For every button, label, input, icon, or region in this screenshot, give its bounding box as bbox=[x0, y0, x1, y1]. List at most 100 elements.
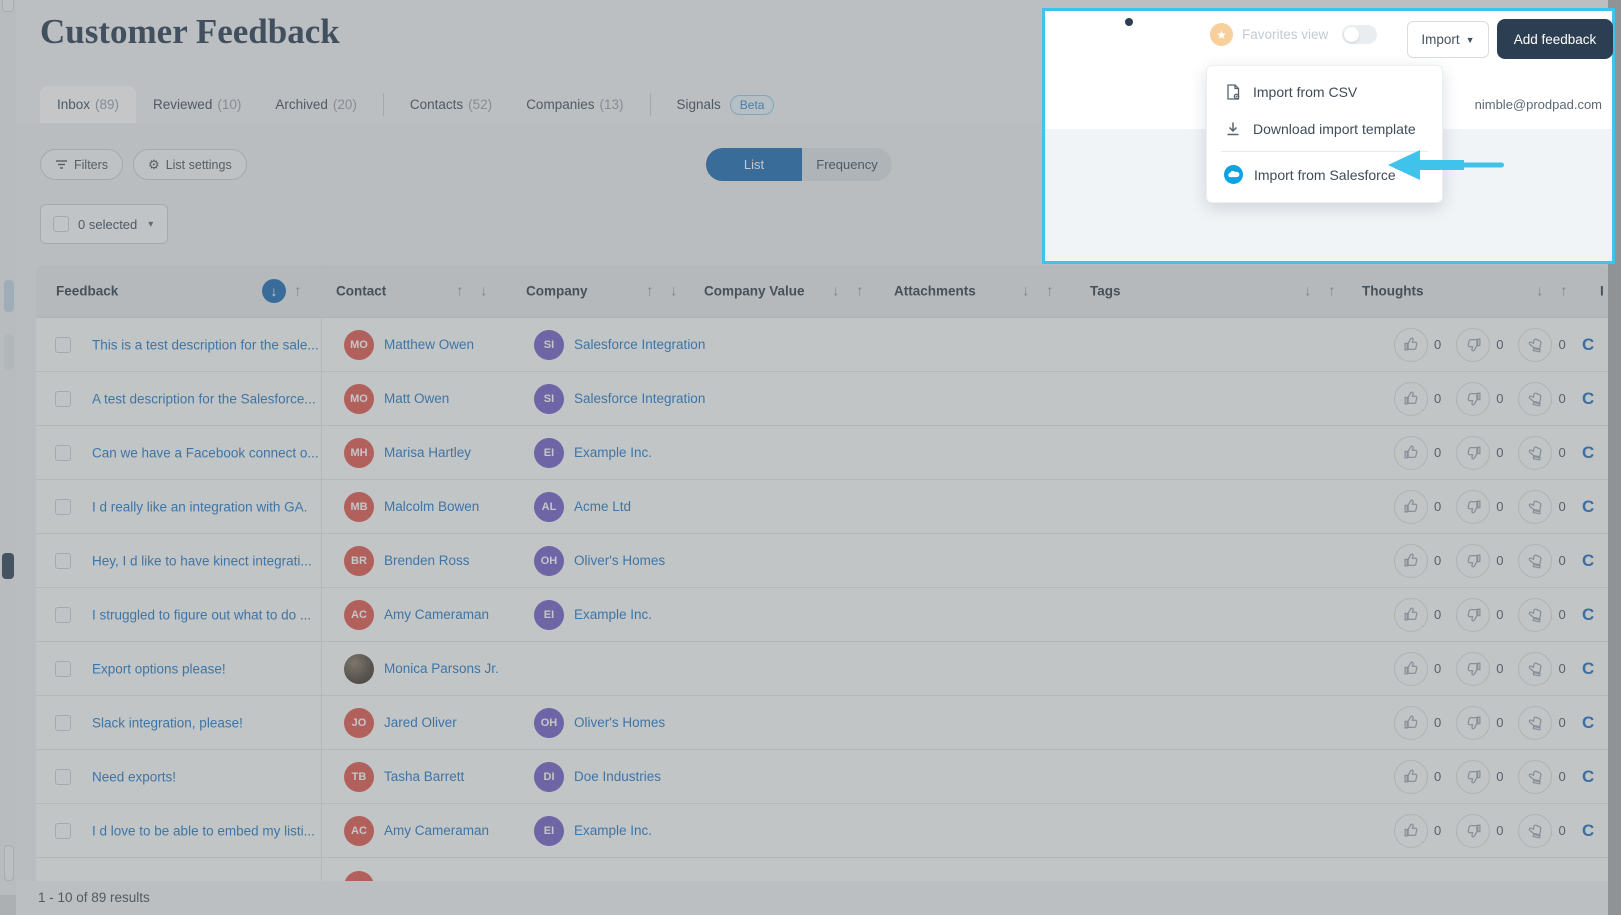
favorites-view-toggle[interactable] bbox=[1342, 25, 1378, 44]
sort-asc-icon[interactable]: ↑ bbox=[1328, 282, 1336, 300]
sort-desc-icon[interactable]: ↓ bbox=[670, 282, 678, 300]
tab-companies[interactable]: Companies (13) bbox=[526, 97, 624, 112]
tab-archived[interactable]: Archived (20) bbox=[275, 97, 357, 112]
menu-item-import-csv[interactable]: Import from CSV bbox=[1207, 73, 1442, 110]
sort-desc-icon[interactable]: ↓ bbox=[480, 282, 488, 300]
row-checkbox[interactable] bbox=[55, 336, 71, 353]
thumbs-down-icon[interactable] bbox=[1456, 597, 1491, 632]
feedback-link[interactable]: A test description for the Salesforce... bbox=[92, 391, 316, 406]
thumbs-up-icon[interactable] bbox=[1394, 489, 1428, 524]
thumbs-down-icon[interactable] bbox=[1456, 435, 1491, 470]
contact-link[interactable]: Brenden Ross bbox=[384, 553, 470, 568]
thumbs-down-icon[interactable] bbox=[1456, 489, 1491, 524]
thumb-neutral-icon[interactable] bbox=[1518, 489, 1553, 524]
view-toggle-frequency[interactable]: Frequency bbox=[802, 148, 892, 181]
feedback-link[interactable]: I d really like an integration with GA. bbox=[92, 499, 308, 514]
row-checkbox[interactable] bbox=[55, 444, 71, 461]
row-checkbox[interactable] bbox=[55, 714, 71, 731]
contact-link[interactable]: Jared Oliver bbox=[384, 715, 457, 730]
view-toggle-list[interactable]: List bbox=[706, 148, 802, 181]
thumbs-up-icon[interactable] bbox=[1394, 651, 1428, 686]
import-button[interactable]: Import ▼ bbox=[1407, 21, 1489, 58]
tab-signals[interactable]: Signals Beta bbox=[660, 86, 792, 123]
sort-desc-icon[interactable]: ↓ bbox=[832, 282, 840, 300]
thumbs-up-icon[interactable] bbox=[1394, 705, 1428, 740]
thumbs-down-icon[interactable] bbox=[1456, 327, 1491, 362]
contact-link[interactable]: Matthew Owen bbox=[384, 337, 475, 352]
thumbs-down-icon[interactable] bbox=[1456, 759, 1491, 794]
row-checkbox[interactable] bbox=[55, 498, 71, 515]
company-link[interactable]: Salesforce Integration bbox=[574, 337, 706, 352]
contact-link[interactable]: Matt Owen bbox=[384, 391, 450, 406]
menu-item-download-template[interactable]: Download import template bbox=[1207, 110, 1442, 147]
contact-link[interactable]: Monica Parsons Jr. bbox=[384, 661, 499, 676]
feedback-link[interactable]: Need exports! bbox=[92, 769, 177, 784]
row-checkbox[interactable] bbox=[55, 822, 71, 839]
thumbs-down-icon[interactable] bbox=[1456, 705, 1491, 740]
company-link[interactable]: Oliver's Homes bbox=[574, 553, 666, 568]
contact-link[interactable]: Amy Cameraman bbox=[384, 823, 490, 838]
thumbs-up-icon[interactable] bbox=[1394, 381, 1428, 416]
thumbs-up-icon[interactable] bbox=[1394, 327, 1428, 362]
feedback-link[interactable]: Hey, I d like to have kinect integrati..… bbox=[92, 553, 312, 568]
thumbs-up-icon[interactable] bbox=[1394, 543, 1428, 578]
tab-contacts[interactable]: Contacts (52) bbox=[409, 97, 493, 112]
add-feedback-button[interactable]: Add feedback bbox=[1497, 19, 1613, 59]
feedback-link[interactable]: I d love to be able to embed my listi... bbox=[92, 823, 315, 838]
contact-link[interactable]: Tasha Barrett bbox=[384, 769, 465, 784]
sort-asc-icon[interactable]: ↑ bbox=[856, 282, 864, 300]
feedback-link[interactable]: Export options please! bbox=[92, 661, 226, 676]
thumb-neutral-icon[interactable] bbox=[1518, 543, 1553, 578]
contact-link[interactable]: Amy Cameraman bbox=[384, 607, 490, 622]
sort-desc-icon[interactable]: ↓ bbox=[1022, 282, 1030, 300]
thumb-neutral-icon[interactable] bbox=[1518, 651, 1553, 686]
thumb-neutral-icon[interactable] bbox=[1518, 435, 1553, 470]
sort-asc-icon[interactable]: ↑ bbox=[1560, 282, 1568, 300]
tab-reviewed[interactable]: Reviewed (10) bbox=[153, 97, 242, 112]
list-settings-button[interactable]: ⚙ List settings bbox=[133, 149, 247, 180]
thumb-neutral-icon[interactable] bbox=[1518, 597, 1553, 632]
thumbs-down-icon[interactable] bbox=[1456, 543, 1491, 578]
contact-link[interactable]: Malcolm Bowen bbox=[384, 499, 480, 514]
thumbs-up-icon[interactable] bbox=[1394, 813, 1428, 848]
feedback-link[interactable]: Can we have a Facebook connect o... bbox=[92, 445, 319, 460]
company-link[interactable]: Oliver's Homes bbox=[574, 715, 666, 730]
company-link[interactable]: Example Inc. bbox=[574, 823, 653, 838]
select-all-checkbox[interactable] bbox=[53, 216, 69, 232]
thumb-neutral-icon[interactable] bbox=[1518, 813, 1553, 848]
thumbs-up-icon[interactable] bbox=[1394, 597, 1428, 632]
company-link[interactable]: Doe Industries bbox=[574, 769, 662, 784]
thumb-neutral-icon[interactable] bbox=[1518, 759, 1553, 794]
thumbs-down-icon[interactable] bbox=[1456, 651, 1491, 686]
sort-desc-icon[interactable]: ↓ bbox=[1304, 282, 1312, 300]
row-checkbox[interactable] bbox=[55, 768, 71, 785]
tab-inbox[interactable]: Inbox (89) bbox=[40, 86, 137, 123]
sort-asc-icon[interactable]: ↑ bbox=[646, 282, 654, 300]
sort-desc-icon[interactable]: ↓ bbox=[1536, 282, 1544, 300]
feedback-link[interactable]: Slack integration, please! bbox=[92, 715, 243, 730]
sort-desc-active-icon[interactable]: ↓ bbox=[262, 279, 286, 303]
thumbs-up-icon[interactable] bbox=[1394, 435, 1428, 470]
sort-asc-icon[interactable]: ↑ bbox=[456, 282, 464, 300]
row-checkbox[interactable] bbox=[55, 660, 71, 677]
thumbs-down-icon[interactable] bbox=[1456, 813, 1491, 848]
row-checkbox[interactable] bbox=[55, 552, 71, 569]
company-link[interactable]: Salesforce Integration bbox=[574, 391, 706, 406]
company-link[interactable]: Acme Ltd bbox=[574, 499, 632, 514]
contact-link[interactable]: Marisa Hartley bbox=[384, 445, 472, 460]
feedback-link[interactable]: This is a test description for the sale.… bbox=[92, 337, 319, 352]
menu-item-import-salesforce[interactable]: Import from Salesforce bbox=[1207, 156, 1442, 193]
filters-button[interactable]: Filters bbox=[40, 149, 124, 180]
row-checkbox[interactable] bbox=[55, 390, 71, 407]
company-link[interactable]: Example Inc. bbox=[574, 607, 653, 622]
thumb-neutral-icon[interactable] bbox=[1518, 381, 1553, 416]
thumbs-down-icon[interactable] bbox=[1456, 381, 1491, 416]
row-checkbox[interactable] bbox=[55, 606, 71, 623]
sort-asc-icon[interactable]: ↑ bbox=[294, 282, 302, 300]
feedback-link[interactable]: I struggled to figure out what to do ... bbox=[92, 607, 312, 622]
thumbs-up-icon[interactable] bbox=[1394, 759, 1428, 794]
sort-asc-icon[interactable]: ↑ bbox=[1046, 282, 1054, 300]
selection-dropdown[interactable]: 0 selected ▾ bbox=[40, 204, 168, 244]
thumb-neutral-icon[interactable] bbox=[1518, 327, 1553, 362]
company-link[interactable]: Example Inc. bbox=[574, 445, 653, 460]
